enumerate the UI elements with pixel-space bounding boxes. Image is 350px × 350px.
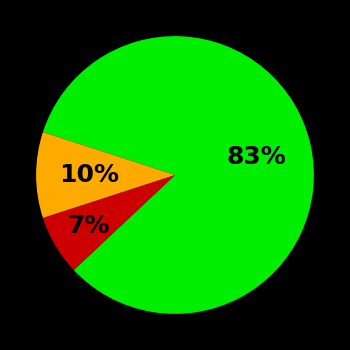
Wedge shape [36, 132, 175, 218]
Wedge shape [43, 175, 175, 270]
Text: 83%: 83% [226, 145, 286, 169]
Text: 10%: 10% [59, 163, 119, 187]
Text: 7%: 7% [68, 214, 110, 238]
Wedge shape [43, 36, 314, 314]
